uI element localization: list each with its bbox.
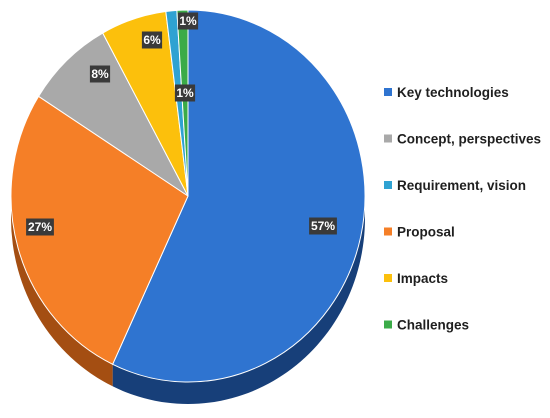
- pie-depth: [11, 196, 366, 404]
- data-label-impacts: 6%: [141, 31, 163, 49]
- slice-key-technologies: [111, 9, 366, 383]
- data-label-box: [89, 65, 111, 83]
- slice-challenges: [176, 9, 189, 197]
- legend-label: Key technologies: [397, 85, 509, 100]
- data-label-box: [309, 217, 337, 235]
- pie-slices: [10, 9, 366, 383]
- legend-swatch: [384, 134, 392, 143]
- legend-item-proposal: Proposal: [384, 225, 455, 240]
- legend-item-challenges: Challenges: [384, 318, 469, 333]
- data-label-text: 27%: [28, 220, 52, 234]
- data-label-box: [26, 218, 54, 236]
- data-label-text: 57%: [311, 219, 335, 233]
- slice-concept-perspectives: [37, 32, 189, 197]
- data-label-text: 1%: [176, 86, 194, 100]
- legend-label: Concept, perspectives: [397, 132, 541, 147]
- data-label-text: 1%: [179, 14, 197, 28]
- legend: Key technologies Concept, perspectives Req…: [384, 85, 541, 333]
- data-label-key-technologies: 57%: [309, 217, 337, 235]
- legend-item-key-technologies: Key technologies: [384, 85, 509, 100]
- legend-label: Requirement, vision: [397, 178, 526, 193]
- data-label-box: [141, 31, 163, 49]
- data-label-text: 6%: [143, 33, 161, 47]
- legend-swatch: [384, 320, 392, 329]
- legend-item-concept-perspectives: Concept, perspectives: [384, 132, 541, 147]
- legend-swatch: [384, 88, 392, 96]
- data-label-concept-perspectives: 8%: [89, 65, 111, 83]
- data-label-requirement-vision: 1%: [174, 84, 196, 102]
- data-label-box: [177, 12, 199, 30]
- data-label-box: [174, 84, 196, 102]
- legend-label: Impacts: [397, 271, 448, 286]
- slice-side-proposal: [11, 196, 113, 387]
- legend-swatch: [384, 181, 392, 189]
- legend-swatch: [384, 274, 392, 282]
- data-label-text: 8%: [91, 67, 109, 81]
- data-label-challenges: 1%: [177, 12, 199, 30]
- slice-proposal: [10, 95, 189, 365]
- legend-swatch: [384, 227, 392, 236]
- data-label-proposal: 27%: [26, 218, 54, 236]
- data-labels: 57% 27% 8% 6% 1% 1%: [26, 12, 337, 236]
- legend-label: Proposal: [397, 225, 455, 240]
- legend-item-requirement-vision: Requirement, vision: [384, 178, 526, 193]
- legend-label: Challenges: [397, 318, 469, 333]
- slice-side-key-technologies: [112, 196, 366, 404]
- legend-item-impacts: Impacts: [384, 271, 448, 286]
